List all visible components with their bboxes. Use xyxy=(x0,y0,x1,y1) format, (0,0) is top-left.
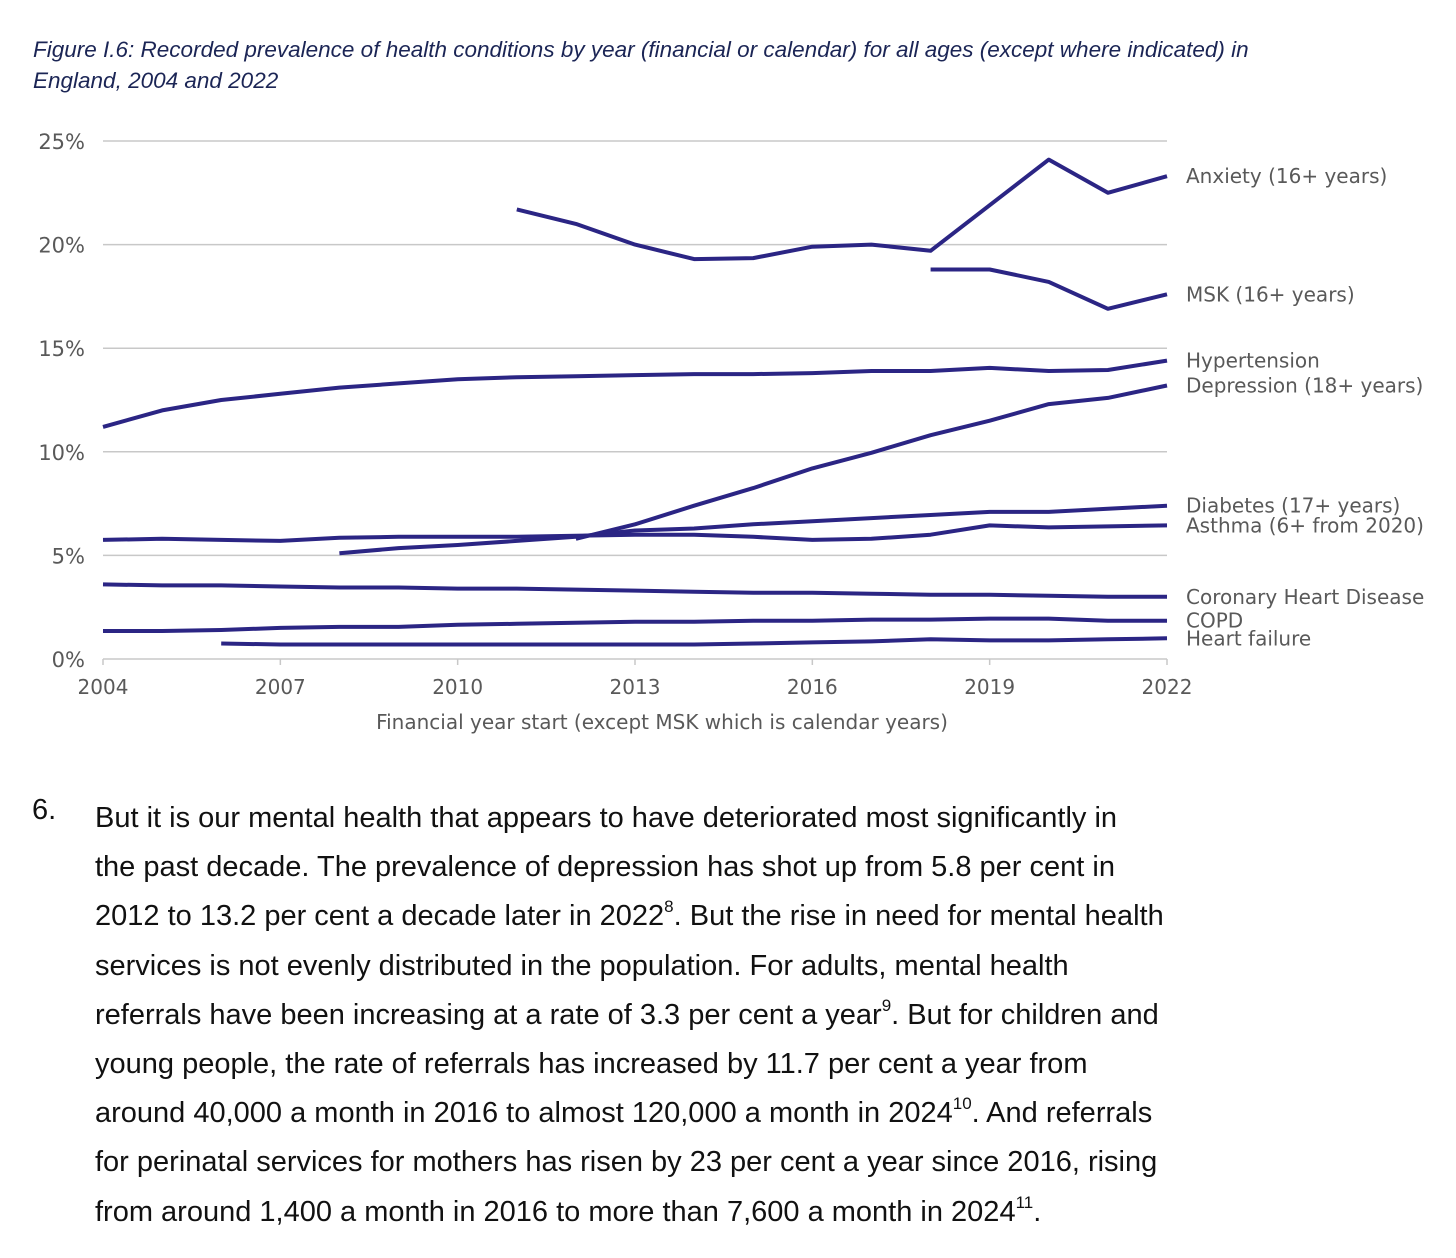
x-tick-label: 2019 xyxy=(964,675,1015,699)
paragraph-line: 2012 to 13.2 per cent a decade later in … xyxy=(95,892,1425,941)
y-tick-label: 0% xyxy=(52,648,85,672)
x-tick-label: 2010 xyxy=(432,675,483,699)
y-tick-label: 25% xyxy=(38,130,85,154)
text-segment: services is not evenly distributed in th… xyxy=(95,949,1069,982)
series-line-msk-16-years xyxy=(930,267,1168,311)
series-label-copd: COPD xyxy=(1186,609,1243,633)
text-segment: the past decade. The prevalence of depre… xyxy=(95,851,1115,884)
text-segment: 2012 to 13.2 per cent a decade later in … xyxy=(95,900,665,933)
series-labels: Anxiety (16+ years) MSK (16+ years) Hypert… xyxy=(1186,164,1424,650)
paragraph-line: the past decade. The prevalence of depre… xyxy=(95,843,1425,892)
paragraph-text: But it is our mental health that appears… xyxy=(95,794,1425,1237)
paragraph-line: from around 1,400 a month in 2016 to mor… xyxy=(95,1188,1425,1237)
series-label-msk-16-years: MSK (16+ years) xyxy=(1186,282,1355,306)
paragraph-number: 6. xyxy=(32,794,57,826)
line-chart: 0% 5% 10% 15% 20% 25% 2004 2007 2010 2013 2016 201… xyxy=(38,130,1424,734)
text-segment: But it is our mental health that appears… xyxy=(95,802,1118,834)
text-segment: referrals have been increasing at a rate… xyxy=(95,998,882,1031)
gridlines xyxy=(103,140,1167,660)
paragraph-line: for perinatal services for mothers has r… xyxy=(95,1138,1425,1187)
paragraph-line: But it is our mental health that appears… xyxy=(95,794,1425,843)
x-tick-label: 2016 xyxy=(787,675,838,699)
footnote-reference[interactable]: 9 xyxy=(881,995,892,1015)
series-line-copd xyxy=(103,616,1167,633)
x-axis: 2004 2007 2010 2013 2016 2019 2022 xyxy=(78,659,1193,699)
series-line-diabetes-17-years xyxy=(339,503,1168,556)
text-segment: . xyxy=(1033,1195,1042,1228)
text-segment: around 40,000 a month in 2016 to almost … xyxy=(95,1097,953,1130)
series-label-hypertension: Hypertension xyxy=(1186,349,1320,373)
text-segment: from around 1,400 a month in 2016 to mor… xyxy=(95,1195,1016,1228)
footnote-reference[interactable]: 11 xyxy=(1015,1192,1034,1212)
y-tick-label: 20% xyxy=(38,234,85,258)
text-segment: . But for children and xyxy=(891,998,1159,1031)
text-segment: . And referrals xyxy=(971,1097,1153,1130)
series-label-heart-failure: Heart failure xyxy=(1186,626,1311,650)
y-axis-tick-labels: 0% 5% 10% 15% 20% 25% xyxy=(38,130,85,672)
x-tick-label: 2007 xyxy=(255,675,306,699)
series-line-depression-18-years xyxy=(575,383,1168,541)
series-label-coronary-heart-disease: Coronary Heart Disease xyxy=(1186,585,1424,609)
paragraph-line: around 40,000 a month in 2016 to almost … xyxy=(95,1089,1425,1138)
figure-title: Figure I.6: Recorded prevalence of healt… xyxy=(33,37,1249,93)
series-line-heart-failure xyxy=(221,636,1168,647)
y-tick-label: 5% xyxy=(52,544,85,568)
series-label-anxiety-16-years: Anxiety (16+ years) xyxy=(1186,164,1387,188)
x-tick-label: 2004 xyxy=(78,675,129,699)
paragraph-line: referrals have been increasing at a rate… xyxy=(95,991,1425,1040)
text-segment: . But the rise in need for mental health xyxy=(673,900,1164,933)
y-tick-label: 10% xyxy=(38,441,85,465)
series-label-depression-18-years: Depression (18+ years) xyxy=(1186,373,1423,397)
series-label-asthma-6-from-2020: Asthma (6+ from 2020) xyxy=(1186,513,1424,537)
text-segment: for perinatal services for mothers has r… xyxy=(95,1146,1158,1179)
x-tick-label: 2013 xyxy=(610,675,661,699)
series-lines xyxy=(102,157,1168,647)
footnote-reference[interactable]: 10 xyxy=(952,1094,972,1114)
series-line-asthma-6-from-2020 xyxy=(102,523,1168,543)
paragraph-line: young people, the rate of referrals has … xyxy=(95,1040,1425,1089)
text-segment: young people, the rate of referrals has … xyxy=(95,1047,1088,1080)
footnote-reference[interactable]: 8 xyxy=(664,897,674,917)
paragraph-line: services is not evenly distributed in th… xyxy=(95,942,1425,991)
y-tick-label: 15% xyxy=(38,337,85,361)
x-tick-label: 2022 xyxy=(1142,675,1193,699)
series-label-diabetes-17-years: Diabetes (17+ years) xyxy=(1186,494,1400,518)
series-line-anxiety-16-years xyxy=(516,157,1168,262)
x-axis-label: Financial year start (except MSK which i… xyxy=(376,710,948,734)
